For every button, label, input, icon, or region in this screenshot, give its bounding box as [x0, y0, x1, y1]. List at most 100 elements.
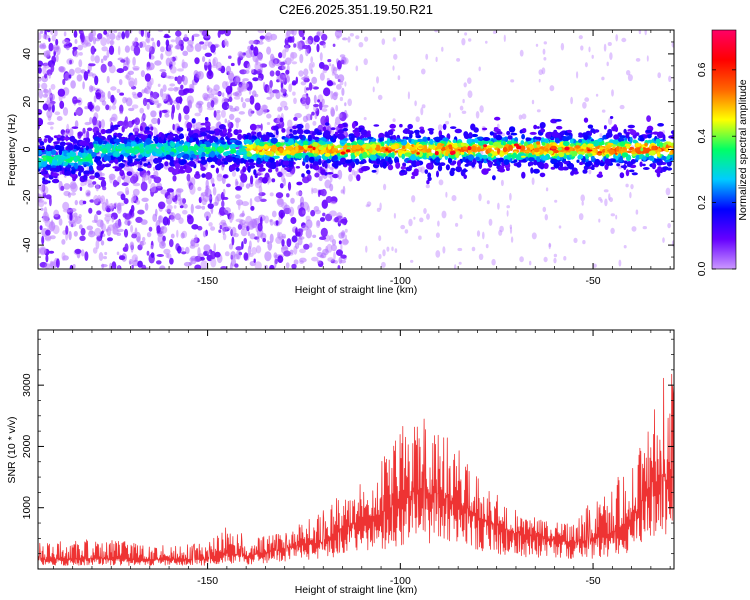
spectrogram-cell	[609, 197, 613, 203]
spectrogram-cell	[337, 123, 344, 129]
spectrogram-cell	[73, 50, 79, 58]
spectrogram-cell	[566, 129, 572, 134]
spectrogram-cell	[580, 194, 585, 202]
spectrogram-cell	[134, 37, 139, 42]
spectrogram-cell	[285, 150, 291, 155]
spectrogram-cell	[353, 131, 361, 137]
spectrogram-x-tick-label: -50	[585, 275, 600, 287]
spectrogram-cell	[174, 87, 182, 91]
spectrogram-cell	[287, 181, 292, 191]
spectrogram-cell	[348, 173, 353, 182]
spectrogram-cell	[372, 149, 377, 154]
spectrogram-cell	[124, 45, 130, 53]
spectrogram-cell	[392, 65, 395, 71]
spectrogram-cell	[390, 144, 398, 150]
colorbar-tick-label: 0.6	[696, 62, 708, 77]
spectrogram-cell	[615, 34, 618, 42]
spectrogram-cell	[101, 46, 108, 52]
spectrogram-cell	[303, 129, 311, 135]
spectrogram-cell	[157, 215, 164, 223]
spectrogram-cell	[579, 161, 584, 166]
spectrogram-cell	[231, 170, 237, 177]
spectrogram-cell	[159, 69, 167, 72]
spectrogram-cell	[333, 91, 339, 97]
spectrogram-y-tick-label: 20	[21, 96, 33, 108]
spectrogram-cell	[521, 133, 525, 140]
spectrogram-cell	[407, 123, 414, 130]
spectrogram-cell	[310, 56, 314, 64]
spectrogram-cell	[246, 156, 251, 160]
spectrogram-cell	[65, 225, 69, 235]
spectrogram-cell	[621, 37, 627, 43]
spectrogram-cell	[250, 175, 254, 185]
spectrogram-cell	[117, 45, 121, 56]
spectrogram-cell	[241, 201, 249, 207]
spectrogram-cell	[618, 259, 622, 267]
spectrogram-cell	[461, 110, 467, 115]
spectrogram-cell	[170, 39, 176, 43]
spectrogram-cell	[174, 200, 178, 204]
spectrogram-cell	[72, 264, 76, 269]
spectrogram-cell	[583, 117, 589, 123]
spectrogram-cell	[293, 97, 297, 105]
spectrogram-cell	[151, 117, 158, 125]
spectrogram-cell	[114, 158, 119, 165]
spectrogram-cell	[411, 175, 415, 179]
spectrogram-cell	[289, 51, 295, 62]
spectrogram-cell	[459, 214, 463, 220]
spectrogram-cell	[175, 96, 183, 104]
spectrogram-cell	[667, 223, 671, 229]
spectrogram-cell	[597, 152, 602, 156]
spectrogram-cell	[222, 196, 229, 200]
spectrogram-cell	[269, 233, 274, 243]
spectrogram-cell	[247, 63, 251, 70]
spectrogram-cell	[668, 75, 672, 83]
spectrogram-cell	[379, 202, 382, 211]
spectrogram-cell	[642, 156, 647, 162]
spectrogram-cell	[101, 202, 108, 212]
spectrogram-cell	[301, 173, 305, 178]
spectrogram-cell	[144, 30, 148, 38]
spectrogram-cell	[587, 124, 594, 129]
spectrogram-cell	[415, 161, 420, 167]
spectrogram-cell	[43, 206, 48, 216]
spectrogram-cell	[571, 150, 578, 157]
spectrogram-cell	[48, 156, 53, 160]
spectrogram-cell	[254, 93, 259, 98]
spectrogram-cell	[296, 123, 304, 130]
spectrogram-cell	[214, 132, 220, 136]
spectrogram-cell	[156, 254, 164, 257]
spectrogram-cell	[192, 33, 200, 37]
spectrogram-cell	[614, 152, 618, 155]
spectrogram-cell	[150, 110, 157, 118]
spectrogram-cell	[276, 197, 284, 205]
spectrogram-cell	[311, 256, 319, 262]
spectrogram-cell	[303, 68, 309, 76]
spectrogram-cell	[302, 115, 309, 123]
spectrogram-cell	[319, 101, 323, 111]
spectrogram-cell	[529, 260, 532, 266]
spectrogram-cell	[206, 157, 214, 163]
spectrogram-cell	[367, 136, 374, 140]
spectrogram-cell	[116, 88, 121, 94]
spectrogram-cell	[467, 146, 472, 151]
spectrogram-cell	[291, 263, 297, 269]
spectrogram-cell	[50, 64, 55, 73]
spectrogram-cell	[74, 248, 82, 254]
spectrogram-cell	[578, 213, 584, 221]
spectrogram-cell	[130, 175, 137, 184]
spectrogram-cell	[234, 106, 240, 112]
spectrogram-cell	[242, 101, 247, 109]
spectrogram-cell	[623, 245, 627, 249]
spectrogram-cell	[106, 34, 110, 45]
spectrogram-cell	[316, 43, 320, 53]
spectrogram-cell	[429, 130, 434, 135]
spectrogram-cell	[105, 104, 110, 111]
spectrogram-cell	[543, 41, 547, 45]
spectrogram-cell	[183, 261, 192, 267]
spectrogram-cell	[539, 146, 545, 150]
spectrogram-cell	[569, 138, 574, 144]
spectrogram-cell	[166, 145, 172, 151]
spectrogram-cell	[369, 154, 377, 161]
